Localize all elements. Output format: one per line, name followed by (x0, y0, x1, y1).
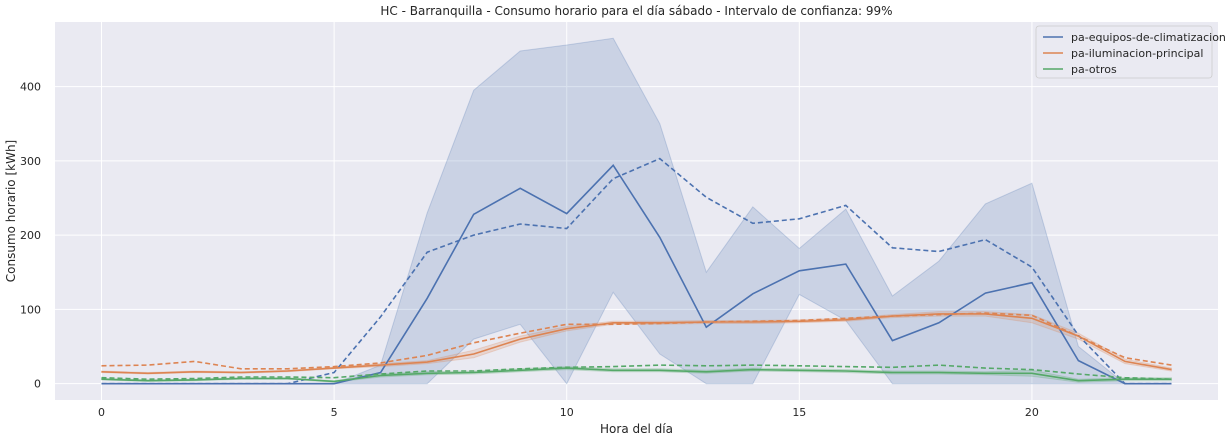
series-line (101, 367, 1172, 383)
x-tick-label: 15 (792, 406, 806, 419)
y-tick-label: 200 (20, 229, 41, 242)
legend-entry: pa-equipos-de-climatizacion (1071, 31, 1226, 44)
x-axis-label: Hora del día (600, 422, 673, 436)
legend-box (1035, 25, 1213, 79)
x-tick-label: 5 (331, 406, 338, 419)
plot-area (55, 22, 1218, 400)
y-tick-label: 0 (34, 378, 41, 391)
y-tick-label: 300 (20, 155, 41, 168)
series-line (101, 164, 1172, 385)
x-tick-label: 20 (1025, 406, 1039, 419)
series-lines (101, 157, 1172, 385)
y-tick-label: 400 (20, 81, 41, 94)
x-tick-label: 10 (560, 406, 574, 419)
chart-title: HC - Barranquilla - Consumo horario para… (380, 4, 892, 18)
y-tick-label: 100 (20, 303, 41, 316)
confidence-band (101, 37, 1172, 385)
x-tick-label: 0 (98, 406, 105, 419)
legend-entry: pa-otros (1071, 63, 1117, 76)
legend: pa-equipos-de-climatizacion pa-iluminacio… (1035, 25, 1226, 79)
x-tick-labels: 0 5 10 15 20 (98, 406, 1039, 419)
legend-entry: pa-iluminacion-principal (1071, 47, 1203, 60)
y-axis-label: Consumo horario [kWh] (4, 140, 18, 282)
dashed-series-line (101, 312, 1172, 370)
y-tick-labels: 0 100 200 300 400 (20, 81, 41, 391)
series-line (101, 313, 1172, 375)
dashed-series-line (101, 364, 1172, 381)
grid-lines (55, 22, 1218, 400)
